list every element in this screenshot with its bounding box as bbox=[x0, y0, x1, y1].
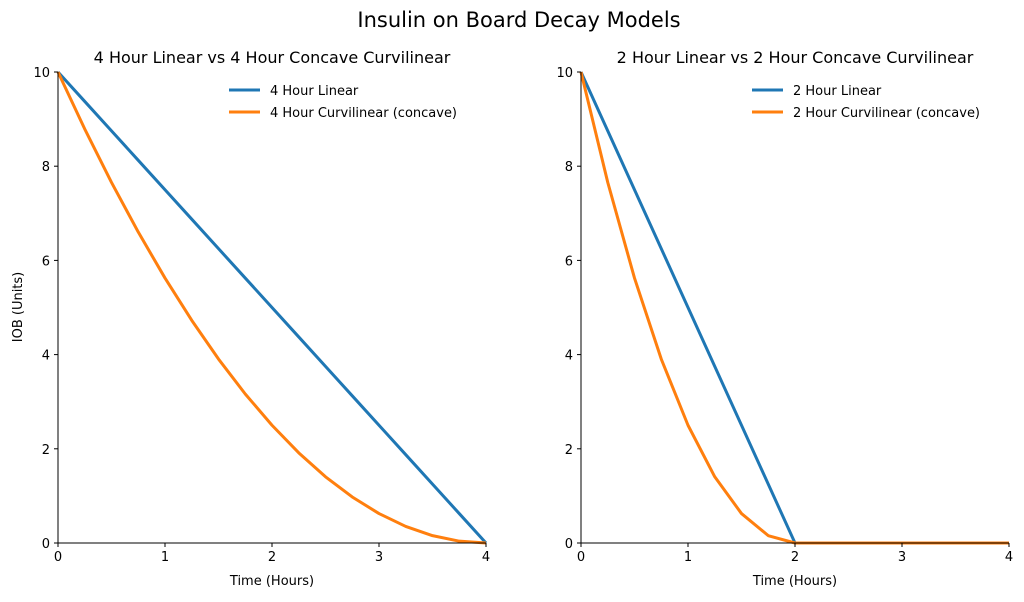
x-tick-label: 3 bbox=[375, 550, 383, 565]
subplot-title: 2 Hour Linear vs 2 Hour Concave Curvilin… bbox=[617, 48, 974, 67]
x-tick-label: 2 bbox=[791, 550, 799, 565]
legend: 4 Hour Linear 4 Hour Curvilinear (concave… bbox=[229, 84, 457, 121]
x-tick-label: 1 bbox=[684, 550, 692, 565]
x-tick-label: 4 bbox=[1005, 550, 1013, 565]
y-tick-label: 2 bbox=[42, 443, 50, 458]
series-line-1 bbox=[56, 70, 488, 545]
x-axis-label: Time (Hours) bbox=[752, 574, 837, 589]
x-tick-label: 3 bbox=[898, 550, 906, 565]
x-tick-label: 1 bbox=[161, 550, 169, 565]
y-tick-label: 8 bbox=[42, 160, 50, 175]
series-line-2 bbox=[56, 71, 487, 545]
subplot-title: 4 Hour Linear vs 4 Hour Concave Curvilin… bbox=[94, 48, 451, 67]
y-tick-label: 8 bbox=[565, 160, 573, 175]
x-tick-label: 0 bbox=[577, 550, 585, 565]
figure-title: Insulin on Board Decay Models bbox=[357, 8, 680, 32]
y-tick-label: 0 bbox=[565, 537, 573, 552]
y-tick-label: 6 bbox=[42, 254, 50, 269]
subplot-1: 4 Hour Linear vs 4 Hour Concave Curvilin… bbox=[11, 48, 490, 589]
y-tick-label: 2 bbox=[565, 443, 573, 458]
y-tick-label: 4 bbox=[42, 349, 50, 364]
y-tick-label: 6 bbox=[565, 254, 573, 269]
x-axis-label: Time (Hours) bbox=[229, 574, 314, 589]
y-tick-label: 10 bbox=[33, 66, 50, 81]
y-tick-label: 4 bbox=[565, 349, 573, 364]
y-tick-label: 10 bbox=[556, 66, 573, 81]
y-tick-label: 0 bbox=[42, 537, 50, 552]
legend-label-2: 4 Hour Curvilinear (concave) bbox=[270, 106, 457, 121]
x-tick-label: 0 bbox=[54, 550, 62, 565]
series-line-2 bbox=[579, 71, 1009, 545]
legend-label-1: 2 Hour Linear bbox=[793, 84, 882, 99]
subplot-2: 2 Hour Linear vs 2 Hour Concave Curvilin… bbox=[556, 48, 1013, 589]
y-axis-label: IOB (Units) bbox=[11, 272, 26, 343]
legend-label-2: 2 Hour Curvilinear (concave) bbox=[793, 106, 980, 121]
x-tick-label: 4 bbox=[482, 550, 490, 565]
x-tick-label: 2 bbox=[268, 550, 276, 565]
legend: 2 Hour Linear 2 Hour Curvilinear (concave… bbox=[752, 84, 980, 121]
legend-label-1: 4 Hour Linear bbox=[270, 84, 359, 99]
